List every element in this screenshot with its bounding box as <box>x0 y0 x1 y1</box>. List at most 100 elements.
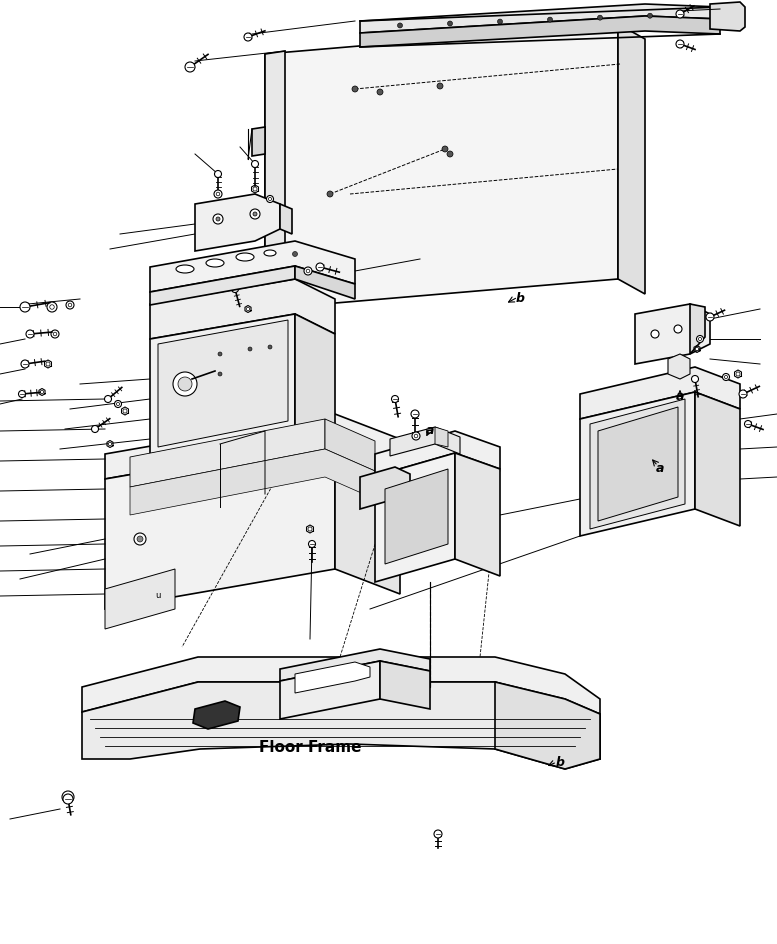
Circle shape <box>65 795 71 800</box>
Polygon shape <box>695 393 740 527</box>
Polygon shape <box>375 431 500 477</box>
Circle shape <box>62 791 74 803</box>
Circle shape <box>308 541 315 548</box>
Polygon shape <box>668 355 690 379</box>
Circle shape <box>248 347 252 351</box>
Circle shape <box>398 24 402 29</box>
Circle shape <box>63 794 73 804</box>
Polygon shape <box>580 367 740 419</box>
Circle shape <box>411 411 419 418</box>
Polygon shape <box>295 267 355 299</box>
Circle shape <box>134 533 146 546</box>
Circle shape <box>699 338 702 341</box>
Circle shape <box>267 196 274 203</box>
Circle shape <box>244 34 252 42</box>
Circle shape <box>674 326 682 333</box>
Circle shape <box>46 362 50 366</box>
Polygon shape <box>360 467 410 510</box>
Text: u: u <box>155 590 160 599</box>
Circle shape <box>185 63 195 73</box>
Circle shape <box>173 373 197 396</box>
Text: a: a <box>426 423 434 436</box>
Circle shape <box>316 263 324 272</box>
Polygon shape <box>150 314 295 454</box>
Circle shape <box>327 192 333 198</box>
Polygon shape <box>375 453 455 582</box>
Polygon shape <box>390 428 460 457</box>
Polygon shape <box>105 569 175 630</box>
Polygon shape <box>265 25 618 310</box>
Text: a: a <box>676 390 685 403</box>
Polygon shape <box>618 25 645 295</box>
Ellipse shape <box>176 265 194 274</box>
Circle shape <box>268 198 272 201</box>
Circle shape <box>50 306 54 310</box>
Circle shape <box>695 348 699 351</box>
Circle shape <box>676 11 684 19</box>
Text: b: b <box>556 754 565 767</box>
Circle shape <box>352 87 358 93</box>
Polygon shape <box>598 408 678 521</box>
Circle shape <box>117 403 120 406</box>
Circle shape <box>218 353 222 357</box>
Circle shape <box>246 308 249 312</box>
Circle shape <box>736 373 740 377</box>
Circle shape <box>216 218 220 222</box>
Circle shape <box>304 268 312 276</box>
Polygon shape <box>295 314 335 449</box>
Polygon shape <box>635 305 710 364</box>
Circle shape <box>442 147 448 153</box>
Text: a: a <box>656 461 664 474</box>
Circle shape <box>598 16 602 21</box>
Circle shape <box>68 304 71 308</box>
Polygon shape <box>252 127 265 157</box>
Polygon shape <box>150 242 355 293</box>
Circle shape <box>306 270 310 274</box>
Circle shape <box>178 378 192 392</box>
Circle shape <box>412 432 420 441</box>
Polygon shape <box>435 428 448 447</box>
Circle shape <box>308 528 312 531</box>
Circle shape <box>232 286 239 294</box>
Polygon shape <box>495 683 600 769</box>
Polygon shape <box>130 419 325 487</box>
Circle shape <box>92 426 99 433</box>
Polygon shape <box>105 414 400 480</box>
Circle shape <box>19 391 26 398</box>
Text: Floor Frame: Floor Frame <box>259 740 361 754</box>
Circle shape <box>647 14 653 19</box>
Circle shape <box>692 376 699 383</box>
Polygon shape <box>710 3 745 32</box>
Polygon shape <box>335 440 400 595</box>
Polygon shape <box>158 321 288 447</box>
Circle shape <box>237 262 247 273</box>
Circle shape <box>47 303 57 312</box>
Circle shape <box>114 401 121 408</box>
Circle shape <box>696 336 703 343</box>
Circle shape <box>213 215 223 225</box>
Polygon shape <box>360 17 720 48</box>
Circle shape <box>233 259 251 277</box>
Circle shape <box>706 313 714 322</box>
Polygon shape <box>193 701 240 729</box>
Circle shape <box>123 410 127 413</box>
Polygon shape <box>130 449 375 515</box>
Circle shape <box>53 333 57 336</box>
Polygon shape <box>455 453 500 577</box>
Polygon shape <box>82 657 600 715</box>
Polygon shape <box>380 662 430 709</box>
Circle shape <box>216 193 220 196</box>
Polygon shape <box>150 267 295 306</box>
Polygon shape <box>690 305 705 355</box>
Circle shape <box>437 84 443 90</box>
Ellipse shape <box>206 260 224 268</box>
Polygon shape <box>295 663 370 693</box>
Polygon shape <box>360 5 720 34</box>
Circle shape <box>252 161 259 168</box>
Circle shape <box>739 391 747 398</box>
Circle shape <box>137 536 143 543</box>
Circle shape <box>51 330 59 339</box>
Polygon shape <box>385 469 448 565</box>
Circle shape <box>497 20 503 25</box>
Circle shape <box>214 191 222 199</box>
